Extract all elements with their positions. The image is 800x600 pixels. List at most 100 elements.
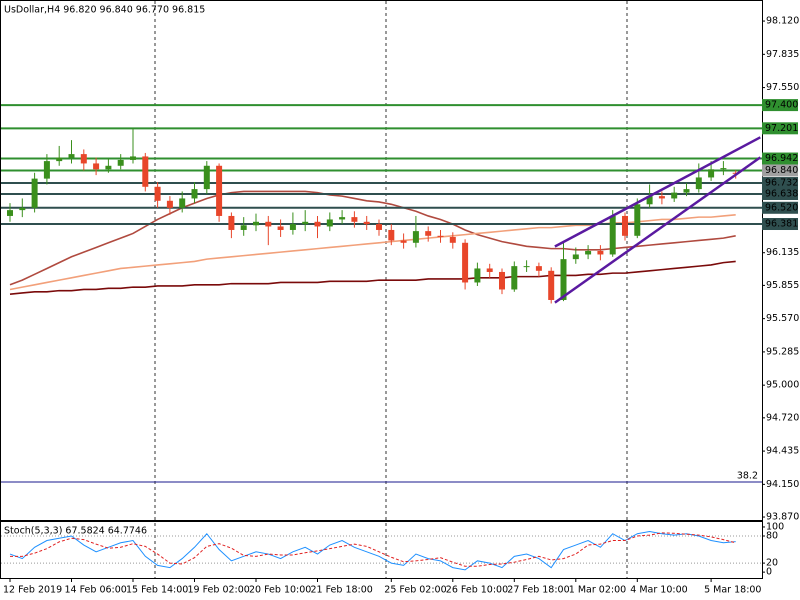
main-frame (0, 0, 763, 521)
x-tick-label: 1 Mar 02:00 (569, 585, 626, 596)
candle-body (19, 207, 26, 211)
candle-body (93, 163, 100, 170)
y-tick-label: 93.870 (766, 512, 799, 523)
candle-body (326, 219, 333, 227)
level-label: 96.520 (765, 202, 798, 213)
channel-line (554, 136, 761, 248)
level-label-box (762, 99, 798, 112)
candle-body (720, 168, 727, 170)
y-tick-label: 95.570 (766, 313, 799, 324)
candle-body (437, 235, 444, 237)
candle-body (216, 165, 223, 216)
candle-body (548, 270, 555, 300)
y-tick-label: 96.135 (766, 247, 799, 258)
x-tick-label: 15 Feb 14:00 (126, 585, 188, 596)
level-label: 96.638 (765, 189, 798, 200)
y-tick-label: 97.835 (766, 49, 799, 60)
candle-body (253, 221, 259, 226)
candle-body (634, 204, 641, 236)
candle-body (535, 266, 542, 271)
candle-body (105, 165, 112, 170)
stochastic-line (10, 532, 736, 567)
x-tick-label: 12 Feb 2019 (3, 585, 62, 596)
candle-body (351, 217, 358, 222)
x-tick-label: 26 Feb 10:00 (446, 585, 508, 596)
candle-body (622, 215, 628, 236)
level-label-box (762, 177, 798, 190)
candle-body (154, 186, 161, 201)
candle-body (376, 224, 382, 230)
x-tick-label: 20 Feb 10:00 (249, 585, 311, 596)
candle-body (363, 221, 370, 225)
stochastic-line (9, 530, 736, 571)
y-tick-label: 100 (766, 521, 784, 532)
x-tick-label: 5 Mar 18:00 (704, 585, 761, 596)
candle-body (388, 229, 395, 241)
candle-body (474, 268, 481, 283)
x-tick-label: 25 Feb 02:00 (384, 585, 446, 596)
candle-body (240, 225, 247, 230)
candle-body (572, 254, 579, 260)
candle-body (412, 231, 419, 243)
symbol-header: UsDollar,H4 96.820 96.840 96.770 96.815 (4, 5, 205, 16)
y-tick-label: 94.720 (766, 412, 799, 423)
candle-body (658, 196, 665, 199)
candle-body (265, 221, 272, 227)
candle-body (56, 157, 63, 162)
candle-body (609, 215, 616, 255)
y-tick-label: 0 (766, 567, 772, 578)
level-label: 97.400 (765, 100, 798, 111)
x-tick-label: 4 Mar 10:00 (630, 585, 687, 596)
level-label: 96.840 (765, 165, 798, 176)
candle-body (191, 189, 198, 199)
candle-body (523, 266, 530, 268)
y-tick-label: 95.000 (766, 380, 799, 391)
candle-body (7, 210, 13, 216)
candle-body (203, 165, 210, 190)
candle-body (400, 240, 407, 243)
candle-body (302, 221, 309, 225)
fib-label: 38.2 (737, 471, 758, 482)
candle-body (289, 224, 296, 230)
candle-body (597, 250, 604, 255)
y-tick-label: 94.150 (766, 479, 799, 490)
y-tick-label: 95.855 (766, 280, 799, 291)
candle-body (179, 198, 186, 208)
y-tick-label: 20 (766, 558, 778, 569)
candle-body (166, 200, 173, 208)
candle-body (314, 221, 321, 227)
candle-body (68, 154, 75, 158)
candle-body (130, 156, 136, 160)
indicator-frame (0, 521, 763, 579)
indicator-header: Stoch(5,3,3) 67.5824 64.7746 (4, 526, 147, 537)
candle-body (80, 154, 87, 164)
candle-body (339, 217, 346, 220)
candle-body (486, 268, 493, 272)
level-label: 97.201 (765, 123, 798, 134)
candle-body (646, 196, 653, 205)
candle-body (585, 250, 592, 255)
level-label: 96.732 (765, 178, 798, 189)
candle-body (708, 169, 715, 178)
level-label: 96.942 (765, 153, 798, 164)
x-tick-label: 19 Feb 02:00 (188, 585, 250, 596)
candle-body (31, 178, 38, 208)
level-label-box (762, 152, 798, 165)
candle-body (142, 156, 149, 187)
y-tick-label: 94.435 (766, 446, 799, 457)
x-tick-label: 27 Feb 18:00 (507, 585, 569, 596)
level-label-box (762, 201, 798, 214)
level-label-box (762, 122, 798, 135)
y-tick-label: 80 (766, 531, 778, 542)
x-tick-label: 21 Feb 18:00 (311, 585, 373, 596)
level-label-box (762, 164, 798, 177)
moving-average (9, 260, 736, 295)
candle-body (425, 231, 432, 236)
candle-body (695, 177, 702, 190)
candle-body (511, 266, 518, 290)
candle-body (560, 259, 567, 300)
x-tick-label: 14 Feb 06:00 (65, 585, 127, 596)
candle-body (671, 192, 678, 199)
